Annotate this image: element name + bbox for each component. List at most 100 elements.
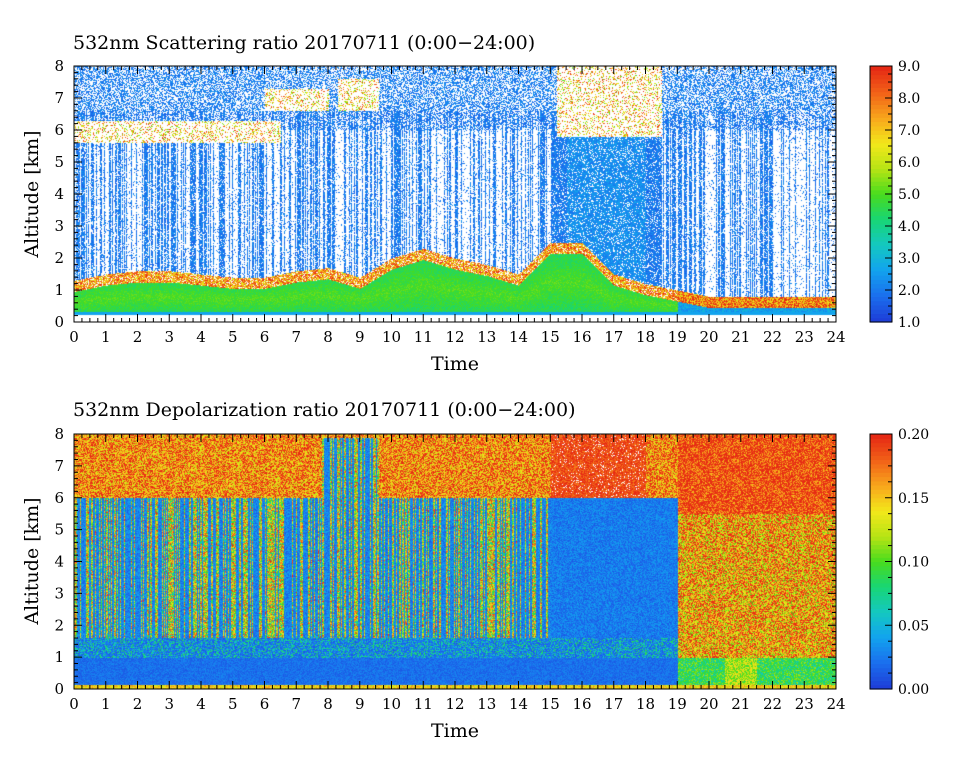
colorbar-segment	[870, 266, 892, 272]
x-tick-label: 0	[69, 695, 79, 713]
colorbar-segment	[870, 587, 892, 592]
colorbar-segment	[870, 451, 892, 456]
y-tick-label: 0	[54, 680, 64, 698]
colorbar-segment	[870, 578, 892, 584]
colorbar-segment	[870, 130, 892, 135]
colorbar-segment	[870, 506, 892, 512]
x-tick-label: 14	[509, 695, 528, 713]
colorbar-tick-label: 2.0	[898, 283, 920, 299]
colorbar: 0.00 0.05 0.10 0.15 0.20	[869, 427, 929, 698]
x-tick-label: 8	[323, 328, 333, 346]
colorbar-tick-label: 0.15	[898, 491, 929, 507]
colorbar-segment	[870, 468, 892, 473]
x-tick-label: 13	[477, 328, 496, 346]
x-tick-label: 4	[196, 695, 206, 713]
x-tick-label: 5	[228, 695, 238, 713]
colorbar-segment	[870, 198, 892, 204]
colorbar-segment	[870, 442, 892, 448]
colorbar-segment	[870, 616, 892, 622]
colorbar-segment	[870, 599, 892, 605]
colorbar-segment	[870, 655, 892, 660]
x-tick-label: 23	[795, 328, 814, 346]
colorbar-segment	[870, 168, 892, 174]
colorbar-tick-label: 6.0	[898, 155, 920, 171]
colorbar-segment	[870, 240, 892, 246]
colorbar-segment	[870, 317, 892, 323]
x-tick-label: 7	[291, 328, 301, 346]
colorbar-segment	[870, 275, 892, 280]
colorbar-tick-label: 7.0	[898, 123, 920, 139]
x-tick-label: 16	[572, 695, 591, 713]
y-tick-label: 8	[54, 425, 64, 443]
colorbar-segment	[870, 536, 892, 541]
colorbar-segment	[870, 270, 892, 276]
colorbar-segment	[870, 548, 892, 554]
colorbar-segment	[870, 497, 892, 503]
colorbar-segment	[870, 253, 892, 259]
colorbar-segment	[870, 595, 892, 601]
chart-title: 532nm Scattering ratio 20170711 (0:00−24…	[73, 32, 535, 54]
scattering-ratio-panel: 532nm Scattering ratio 20170711 (0:00−24…	[21, 32, 920, 375]
colorbar-segment	[870, 561, 892, 567]
x-tick-label: 21	[731, 695, 750, 713]
colorbar-segment	[870, 684, 892, 690]
colorbar-segment	[870, 194, 892, 199]
x-tick-label: 10	[382, 695, 401, 713]
x-tick-label: 14	[509, 328, 528, 346]
colorbar-segment	[870, 87, 892, 93]
colorbar-segment	[870, 112, 892, 118]
colorbar-segment	[870, 633, 892, 639]
x-tick-label: 3	[164, 695, 174, 713]
colorbar-segment	[870, 236, 892, 242]
colorbar-tick-label: 0.20	[898, 427, 929, 443]
x-tick-label: 6	[260, 328, 270, 346]
colorbar-segment	[870, 283, 892, 289]
x-tick-label: 10	[382, 328, 401, 346]
y-tick-label: 6	[54, 489, 64, 507]
y-tick-label: 4	[54, 185, 64, 203]
colorbar-segment	[870, 300, 892, 306]
colorbar-segment	[870, 185, 892, 191]
colorbar-segment	[870, 553, 892, 558]
colorbar-segment	[870, 642, 892, 648]
colorbar-segment	[870, 502, 892, 507]
scattering-ratio-heatmap	[74, 66, 836, 322]
colorbar-segment	[870, 672, 892, 677]
colorbar-segment	[870, 438, 892, 444]
colorbar-segment	[870, 189, 892, 195]
x-tick-label: 18	[636, 695, 655, 713]
x-tick-label: 24	[826, 695, 845, 713]
colorbar-segment	[870, 574, 892, 580]
colorbar-segment	[870, 181, 892, 187]
y-tick-label: 7	[54, 89, 64, 107]
colorbar-segment	[870, 625, 892, 631]
colorbar-segment	[870, 121, 892, 127]
y-tick-label: 6	[54, 121, 64, 139]
colorbar-segment	[870, 446, 892, 452]
colorbar-segment	[870, 557, 892, 563]
y-axis-label: Altitude [km]	[21, 130, 43, 258]
colorbar-segment	[870, 650, 892, 656]
x-tick-label: 22	[763, 695, 782, 713]
colorbar-segment	[870, 463, 892, 469]
x-tick-label: 13	[477, 695, 496, 713]
colorbar-segment	[870, 117, 892, 123]
x-tick-label: 24	[826, 328, 845, 346]
x-tick-label: 19	[668, 695, 687, 713]
colorbar-segment	[870, 591, 892, 597]
x-tick-label: 18	[636, 328, 655, 346]
colorbar-segment	[870, 659, 892, 665]
colorbar-segment	[870, 493, 892, 499]
colorbar-segment	[870, 83, 892, 88]
colorbar-tick-label: 0.05	[898, 618, 929, 634]
x-tick-label: 20	[699, 328, 718, 346]
x-tick-label: 3	[164, 328, 174, 346]
x-tick-label: 7	[291, 695, 301, 713]
colorbar-segment	[870, 527, 892, 533]
x-tick-label: 12	[445, 328, 464, 346]
colorbar-segment	[870, 309, 892, 315]
colorbar-segment	[870, 629, 892, 635]
x-tick-label: 19	[668, 328, 687, 346]
colorbar-segment	[870, 176, 892, 182]
